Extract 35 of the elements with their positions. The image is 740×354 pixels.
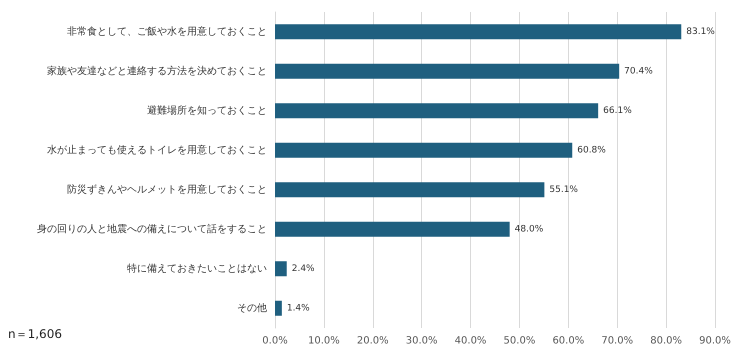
bar <box>275 182 544 198</box>
data-label: 66.1% <box>603 106 632 116</box>
x-tick-label: 90.0% <box>699 336 731 346</box>
data-label: 83.1% <box>686 26 716 37</box>
x-tick-label: 40.0% <box>454 336 486 346</box>
x-tick-label: 20.0% <box>356 336 389 346</box>
y-tick-label: 身の回りの人と地震への備えについて話をすること <box>37 222 267 235</box>
y-tick-label: 家族や友達などと連絡する方法を決めておくこと <box>47 64 267 77</box>
bar <box>275 300 282 316</box>
bar <box>275 64 620 79</box>
text: n＝1,606 <box>8 326 62 343</box>
x-tick-label: 30.0% <box>406 336 438 346</box>
y-tick-label: 特に備えておきたいことはない <box>127 262 267 274</box>
data-label: 70.4% <box>624 66 654 76</box>
data-label: 60.8% <box>577 145 606 156</box>
x-tick-label: 50.0% <box>504 336 536 346</box>
y-tick-label: 水が止まっても使えるトイレを用意しておくこと <box>47 144 267 156</box>
data-label: 55.1% <box>549 184 578 195</box>
data-label: 1.4% <box>286 303 310 314</box>
bar <box>275 24 682 40</box>
y-tick-label: 避難場所を知っておくこと <box>147 104 267 116</box>
x-tick-label: 70.0% <box>601 336 634 346</box>
y-tick-label: 非常食として、ご飯や水を用意しておくこと <box>67 25 267 38</box>
bar <box>275 222 510 237</box>
x-tick-label: 60.0% <box>552 336 584 346</box>
bar <box>275 261 287 276</box>
bar <box>275 142 572 158</box>
bar <box>275 103 598 118</box>
data-label: 48.0% <box>514 224 544 234</box>
x-tick-label: 10.0% <box>308 336 340 346</box>
x-tick-label: 0.0% <box>262 336 288 346</box>
y-tick-label: その他 <box>237 302 267 314</box>
x-tick-label: 80.0% <box>650 336 682 346</box>
y-tick-label: 防災ずきんやヘルメットを用意しておくこと <box>67 183 267 196</box>
data-label: 2.4% <box>292 264 316 274</box>
